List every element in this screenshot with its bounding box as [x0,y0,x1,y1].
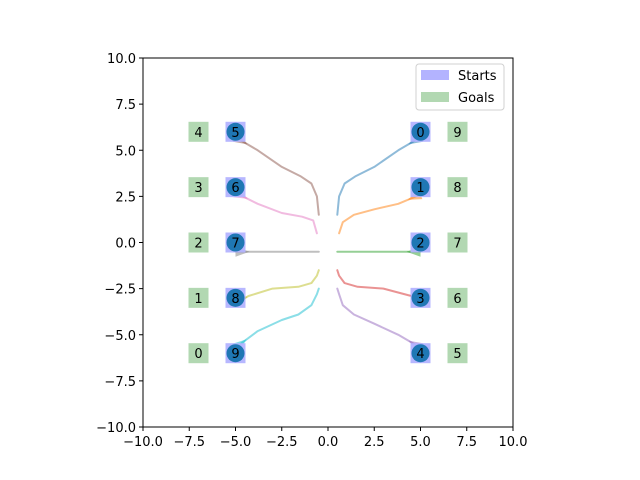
agent-label-4: 4 [416,347,424,362]
trajectory-0 [336,136,422,216]
goal-label-5: 5 [453,347,461,362]
goal-marker-8 [447,177,468,198]
goal-marker-0 [188,343,209,364]
y-tick-label-7: 7.5 [115,98,136,113]
goal-marker-7 [447,232,468,253]
agent-marker-6 [226,178,245,197]
trajectory-5 [234,136,320,216]
y-tick-label-4: 0.0 [115,237,136,252]
y-tick-label-5: 2.5 [115,190,136,205]
agent-marker-2 [411,233,430,252]
agent-marker-1 [411,178,430,197]
legend-swatch-goals [421,92,449,102]
x-tick-label-8: 10.0 [499,435,528,450]
goal-label-4: 4 [194,126,202,141]
trajectory-4 [336,287,422,349]
x-tick-label-4: 0.0 [318,435,339,450]
goal-label-2: 2 [194,237,202,252]
agent-marker-4 [411,344,430,363]
agent-label-8: 8 [231,292,239,307]
legend: Starts Goals [415,63,505,111]
agent-label-6: 6 [231,181,239,196]
goal-marker-2 [188,232,209,253]
x-tick-label-5: 2.5 [364,435,385,450]
x-tick-label-0: −10.0 [123,435,163,450]
agent-label-0: 0 [416,126,424,141]
y-tick-label-0: −10.0 [96,421,136,436]
y-tick-label-6: 5.0 [115,144,136,159]
agent-label-3: 3 [416,292,424,307]
legend-swatch-starts [421,70,449,80]
agent-label-1: 1 [416,181,424,196]
agent-label-9: 9 [231,347,239,362]
legend-label-goals: Goals [458,91,495,106]
x-tick-label-7: 7.5 [456,435,477,450]
goal-label-9: 9 [453,126,461,141]
goal-marker-9 [447,121,468,142]
agent-marker-7 [226,233,245,252]
y-tick-label-8: 10.0 [107,52,136,67]
goal-label-7: 7 [453,237,461,252]
goal-marker-6 [447,287,468,308]
goal-label-0: 0 [194,347,202,362]
goal-marker-5 [447,343,468,364]
y-tick-label-1: −7.5 [104,375,136,390]
goal-label-8: 8 [453,181,461,196]
trajectory-6 [234,191,318,235]
legend-label-starts: Starts [458,69,497,84]
y-tick-label-2: −5.0 [104,329,136,344]
x-tick-label-1: −7.5 [173,435,205,450]
trajectory-8 [234,269,320,305]
goal-marker-4 [188,121,209,142]
y-tick-label-3: −2.5 [104,283,136,298]
agent-label-5: 5 [231,126,239,141]
agent-marker-9 [226,344,245,363]
trajectory-1 [338,193,422,235]
agent-label-7: 7 [231,237,239,252]
axes: −10.0 −7.5 −5.0 −2.5 0.0 2.5 5.0 7.5 10.0−10.0−7… [96,52,527,450]
x-tick-label-2: −5.0 [220,435,252,450]
plot-area: 0 1 2 3 4 5 6 7 8 9 0 1 2 3 4 5 6 7 8 9 [143,58,513,427]
x-tick-label-6: 5.0 [410,435,431,450]
goal-label-6: 6 [453,292,461,307]
goal-marker-1 [188,287,209,308]
agent-marker-8 [226,288,245,307]
agent-label-2: 2 [416,237,424,252]
trajectory-9 [234,287,320,349]
x-tick-label-3: −2.5 [266,435,298,450]
agent-marker-5 [226,122,245,141]
goal-label-3: 3 [194,181,202,196]
goal-label-1: 1 [194,292,202,307]
goal-marker-3 [188,177,209,198]
agent-marker-0 [411,122,430,141]
agent-marker-3 [411,288,430,307]
